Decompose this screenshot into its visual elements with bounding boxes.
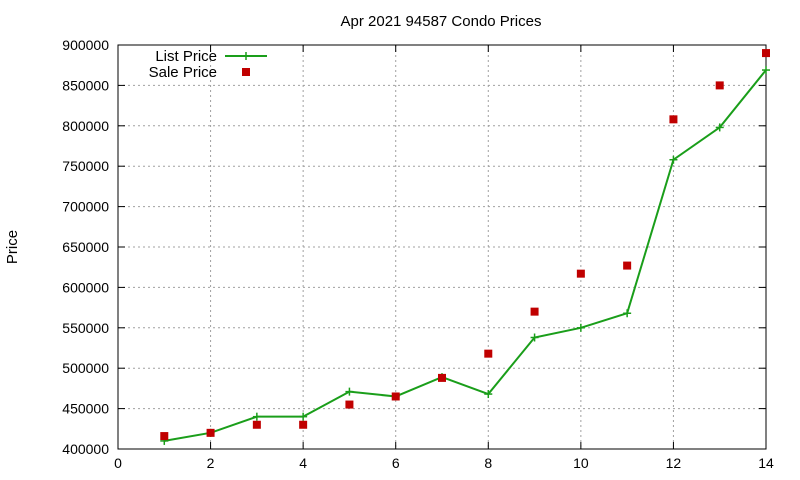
data-point xyxy=(576,269,585,278)
chart-title: Apr 2021 94587 Condo Prices xyxy=(341,13,542,30)
y-tick-label: 650000 xyxy=(62,239,109,255)
data-point xyxy=(623,309,632,318)
x-tick-label: 0 xyxy=(114,455,122,471)
y-tick-label: 850000 xyxy=(62,77,109,93)
legend-point-sample xyxy=(242,52,250,60)
data-point xyxy=(484,390,493,399)
data-point xyxy=(715,81,724,90)
data-point xyxy=(299,420,308,429)
data-point xyxy=(484,349,493,358)
data-point xyxy=(252,420,261,429)
x-tick-label: 8 xyxy=(484,455,492,471)
y-tick-label: 600000 xyxy=(62,279,109,295)
data-point xyxy=(669,155,678,164)
data-point xyxy=(576,323,585,332)
x-tick-label: 6 xyxy=(392,455,400,471)
y-tick-label: 900000 xyxy=(62,37,109,53)
series-layer xyxy=(160,49,770,445)
data-point xyxy=(762,66,770,75)
data-point xyxy=(762,49,770,58)
data-point xyxy=(345,387,354,396)
data-point xyxy=(438,373,446,382)
data-point xyxy=(530,307,539,316)
legend-label: Sale Price xyxy=(149,64,217,81)
y-axis-label: Price xyxy=(4,230,21,264)
data-point xyxy=(530,333,539,342)
y-tick-label: 450000 xyxy=(62,401,109,417)
series-line xyxy=(164,69,767,442)
legend-label: List Price xyxy=(155,48,217,65)
y-tick-label: 800000 xyxy=(62,118,109,134)
data-point xyxy=(391,392,400,401)
series-list-price xyxy=(160,66,770,445)
grid-lines xyxy=(118,45,766,449)
data-point xyxy=(669,115,678,124)
y-tick-label: 750000 xyxy=(62,158,109,174)
data-point xyxy=(623,261,632,270)
data-point xyxy=(715,123,724,132)
y-tick-label: 500000 xyxy=(62,360,109,376)
x-tick-label: 14 xyxy=(758,455,774,471)
data-point xyxy=(299,412,308,421)
x-tick-label: 4 xyxy=(299,455,307,471)
axis-ticks: 0 2 4 6 8 10 12 14 400000 450000 500000 550000 60000… xyxy=(62,37,774,471)
y-tick-label: 550000 xyxy=(62,320,109,336)
data-point xyxy=(160,432,169,441)
data-point xyxy=(206,428,215,437)
x-tick-label: 12 xyxy=(666,455,682,471)
data-point xyxy=(345,400,354,409)
x-tick-label: 2 xyxy=(207,455,215,471)
data-point xyxy=(252,412,261,421)
legend-point-sample xyxy=(242,68,250,76)
x-tick-label: 10 xyxy=(573,455,589,471)
series-sale-price xyxy=(160,49,770,441)
y-tick-label: 700000 xyxy=(62,199,109,215)
y-tick-label: 400000 xyxy=(62,441,109,457)
